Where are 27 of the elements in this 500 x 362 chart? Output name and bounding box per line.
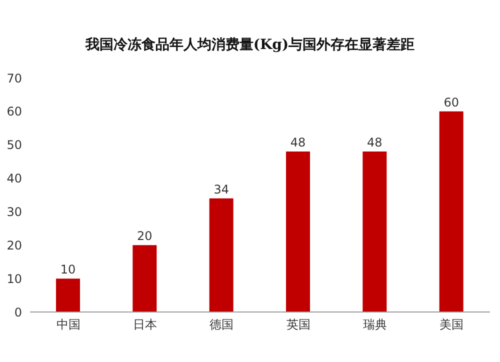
bar — [439, 111, 464, 312]
y-tick-label: 0 — [14, 305, 22, 320]
x-tick-label: 日本 — [133, 318, 157, 332]
y-tick-label: 70 — [6, 71, 22, 86]
x-tick-label: 中国 — [56, 318, 80, 332]
x-tick-label: 美国 — [440, 318, 464, 332]
chart-title: 我国冷冻食品年人均消费量(Kg)与国外存在显著差距 — [84, 36, 416, 55]
bar — [286, 152, 310, 312]
data-label: 34 — [214, 182, 229, 196]
data-label: 60 — [444, 95, 459, 110]
y-tick-label: 40 — [6, 172, 22, 186]
data-label: 48 — [290, 136, 306, 150]
bar — [132, 245, 157, 312]
y-tick-label: 20 — [6, 238, 22, 252]
x-tick-label: 英国 — [286, 318, 310, 332]
bar — [56, 278, 80, 312]
bar — [362, 152, 387, 312]
data-label: 10 — [60, 262, 76, 277]
x-tick-label: 德国 — [210, 318, 234, 332]
x-tick-label: 瑞典 — [363, 318, 387, 332]
data-label: 48 — [367, 136, 382, 150]
data-label: 20 — [137, 229, 152, 244]
y-tick-label: 30 — [6, 204, 22, 219]
y-tick-label: 50 — [6, 138, 22, 152]
bar — [209, 198, 234, 312]
y-tick-label: 60 — [6, 104, 22, 119]
y-tick-label: 10 — [6, 272, 22, 286]
